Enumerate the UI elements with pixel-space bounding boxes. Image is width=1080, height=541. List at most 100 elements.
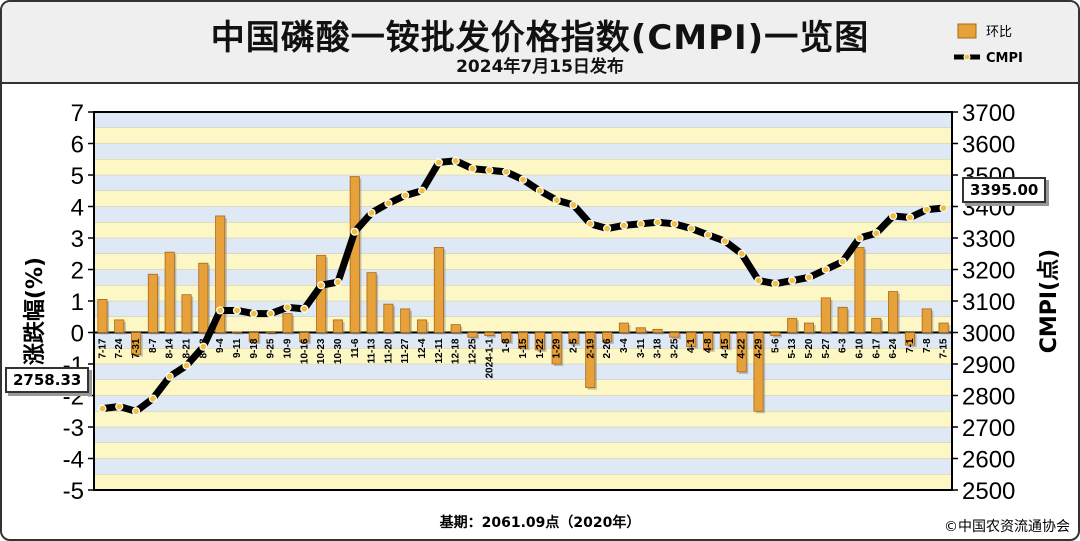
cmpi-point <box>367 208 376 217</box>
category-label: 3-18 <box>653 338 664 358</box>
combo-chart: 76543210-1-2-3-4-53700360035003400330032… <box>23 100 1062 505</box>
plot-band <box>94 411 952 427</box>
category-label: 12-4 <box>417 338 428 358</box>
bar <box>568 332 579 344</box>
bar <box>938 322 949 333</box>
category-label: 12-18 <box>451 338 462 364</box>
category-label: 7-1 <box>905 338 916 353</box>
bar <box>551 332 562 365</box>
category-label: 2024-1-1 <box>484 338 495 378</box>
cmpi-point <box>939 203 948 213</box>
cmpi-point <box>552 196 561 205</box>
cmpi-point <box>737 249 746 258</box>
category-label: 9-18 <box>249 338 260 358</box>
cmpi-point <box>687 224 696 233</box>
cmpi-point <box>838 257 847 266</box>
cmpi-point <box>451 156 460 165</box>
cmpi-point <box>872 229 881 238</box>
category-label: 11-13 <box>367 338 378 363</box>
bar <box>265 331 276 333</box>
category-label: 7-31 <box>131 338 142 358</box>
bar-shadow <box>234 333 244 335</box>
left-tick-label: 5 <box>71 163 84 190</box>
bar <box>686 332 697 348</box>
cmpi-point <box>199 342 208 351</box>
cmpi-point <box>889 211 898 221</box>
bar-shadow <box>486 334 496 338</box>
cmpi-point <box>569 200 578 210</box>
cmpi-point <box>485 166 494 175</box>
cmpi-point <box>720 237 729 246</box>
bar <box>635 327 646 333</box>
category-label: 1-29 <box>552 338 563 358</box>
bar <box>618 322 629 333</box>
base-period-note: 基期：2061.09点（2020年） <box>439 515 641 531</box>
category-label: 9-4 <box>215 338 226 353</box>
right-tick-label: 2500 <box>962 478 1015 505</box>
cmpi-point <box>98 404 107 413</box>
category-label: 12-25 <box>468 338 479 364</box>
cmpi-point <box>535 186 544 195</box>
cmpi-point <box>317 281 326 290</box>
bar <box>703 332 714 351</box>
cmpi-point <box>670 219 679 228</box>
right-tick-label: 3600 <box>962 132 1015 159</box>
cmpi-point <box>922 205 931 214</box>
cmpi-point <box>855 233 864 243</box>
bar <box>770 332 781 337</box>
category-label: 11-27 <box>400 338 411 363</box>
plot-band <box>94 159 952 175</box>
plot-band <box>94 269 952 286</box>
bar <box>904 332 915 346</box>
bar <box>484 332 495 337</box>
left-tick-label: 6 <box>71 132 84 159</box>
right-tick-label: 3300 <box>962 226 1015 253</box>
left-tick-label: 1 <box>71 289 84 316</box>
bar <box>921 308 932 333</box>
bar <box>585 332 596 389</box>
plot-band <box>94 190 952 207</box>
cmpi-point <box>182 361 191 370</box>
cmpi-point <box>300 304 309 313</box>
cmpi-point <box>771 279 780 288</box>
legend-bar-swatch <box>957 23 977 39</box>
right-tick-label: 2600 <box>962 447 1015 474</box>
bar <box>820 297 831 333</box>
cmpi-point <box>586 219 595 228</box>
category-label: 1-22 <box>535 338 546 358</box>
bar <box>602 332 613 343</box>
bar <box>753 332 764 412</box>
bar <box>803 322 815 333</box>
bar <box>517 332 529 349</box>
bar <box>534 332 545 351</box>
right-tick-label: 3100 <box>962 289 1015 316</box>
cmpi-point <box>804 273 814 282</box>
category-label: 9-25 <box>266 338 277 358</box>
bar <box>299 332 310 343</box>
right-tick-label: 2700 <box>962 415 1015 442</box>
plot-band <box>94 379 952 396</box>
cmpi-point <box>905 213 915 222</box>
cmpi-point <box>216 306 225 315</box>
cmpi-point <box>703 230 713 239</box>
category-label: 8-14 <box>165 338 176 358</box>
category-label: 8-7 <box>148 338 159 353</box>
plot-band <box>94 127 952 144</box>
plot-band <box>94 364 952 380</box>
legend-line-label: CMPI <box>986 51 1023 66</box>
left-axis-title: 涨跌幅(%) <box>23 257 48 365</box>
cmpi-point <box>266 309 275 318</box>
cmpi-point <box>502 167 511 176</box>
category-label: 8-21 <box>182 338 193 358</box>
right-tick-label: 2900 <box>962 352 1015 379</box>
category-label: 10-16 <box>299 338 310 364</box>
bar <box>198 262 209 333</box>
category-label: 4-8 <box>703 338 714 353</box>
bar <box>888 291 899 333</box>
category-label: 5-13 <box>787 338 798 358</box>
legend-line-marker <box>963 53 971 61</box>
right-tick-label: 3200 <box>962 258 1015 285</box>
cmpi-point <box>148 394 157 403</box>
end-value-callout: 3395.00 <box>962 177 1047 203</box>
bar <box>719 332 730 349</box>
